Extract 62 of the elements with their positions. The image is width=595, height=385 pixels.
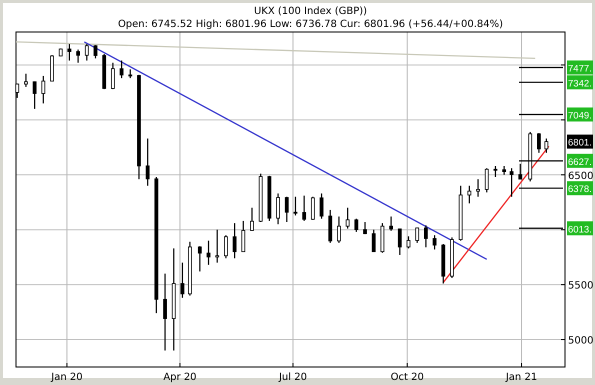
- y-tick-label: 6500: [568, 170, 594, 182]
- candlestick: [180, 262, 184, 298]
- candlestick: [467, 185, 472, 204]
- candlestick: [363, 221, 367, 235]
- candlestick: [163, 273, 167, 352]
- candlestick: [510, 168, 514, 198]
- candlestick: [24, 73, 28, 88]
- x-tick-label: Jan 20: [50, 372, 83, 383]
- chart-title: UKX (100 Index (GBP)): [254, 6, 368, 17]
- candlestick: [120, 60, 124, 79]
- candlestick: [372, 229, 376, 252]
- x-tick-label: Oct 20: [390, 372, 424, 383]
- ref-line-label: 7477.: [568, 63, 592, 74]
- candlestick: [544, 138, 548, 154]
- annotation: 6801.: [568, 138, 592, 149]
- candlestick: [302, 195, 306, 222]
- candlestick: [128, 68, 132, 79]
- candlestick: [424, 224, 428, 248]
- candlestick: [241, 220, 246, 252]
- candlestick: [337, 216, 341, 244]
- candlestick: [232, 222, 237, 259]
- candlestick: [250, 207, 254, 232]
- candlestick: [32, 80, 37, 110]
- candlestick: [389, 216, 394, 232]
- candlestick: [198, 246, 202, 272]
- candlestick: [224, 234, 228, 259]
- candlestick: [94, 44, 98, 59]
- candlestick: [518, 163, 522, 180]
- ref-line-label: 7049.: [568, 110, 592, 122]
- candlestick: [84, 43, 89, 62]
- candlestick: [310, 196, 315, 220]
- candlestick: [354, 218, 358, 232]
- candlestick: [146, 138, 150, 186]
- ref-line-label: 6627.: [568, 156, 592, 168]
- candlestick: [276, 192, 280, 225]
- candlestick: [215, 229, 220, 264]
- candlestick: [398, 228, 402, 256]
- ref-line-label: 6013.: [568, 224, 592, 236]
- candlestick: [537, 132, 541, 154]
- candlestick: [320, 192, 324, 220]
- candlestick: [484, 168, 489, 193]
- candlestick: [41, 75, 46, 104]
- ref-line-label: 7342.: [568, 78, 592, 90]
- candlestick: [206, 240, 210, 266]
- candlestick: [432, 234, 436, 250]
- candlestick: [494, 165, 498, 178]
- chart-subtitle: Open: 6745.52 High: 6801.96 Low: 6736.78 Cur: 6801.96 (+56.44/+00.84%): [118, 19, 504, 30]
- candlestick: [406, 236, 410, 249]
- y-tick-label: 5000: [568, 336, 594, 347]
- candlestick: [294, 196, 298, 216]
- candlestick: [284, 196, 289, 223]
- x-tick-label: Apr 20: [163, 372, 197, 383]
- x-tick-label: Jul 20: [278, 372, 307, 383]
- ref-line-label: 6378.: [568, 184, 592, 196]
- candlestick: [415, 226, 420, 244]
- candlestick: [110, 62, 115, 90]
- candlestick: [346, 207, 350, 230]
- candlestick: [476, 178, 480, 198]
- candlestick: [68, 43, 72, 62]
- candlestick: [76, 48, 80, 64]
- x-tick-label: Jan 21: [504, 372, 538, 383]
- y-tick-label: 5500: [568, 280, 594, 292]
